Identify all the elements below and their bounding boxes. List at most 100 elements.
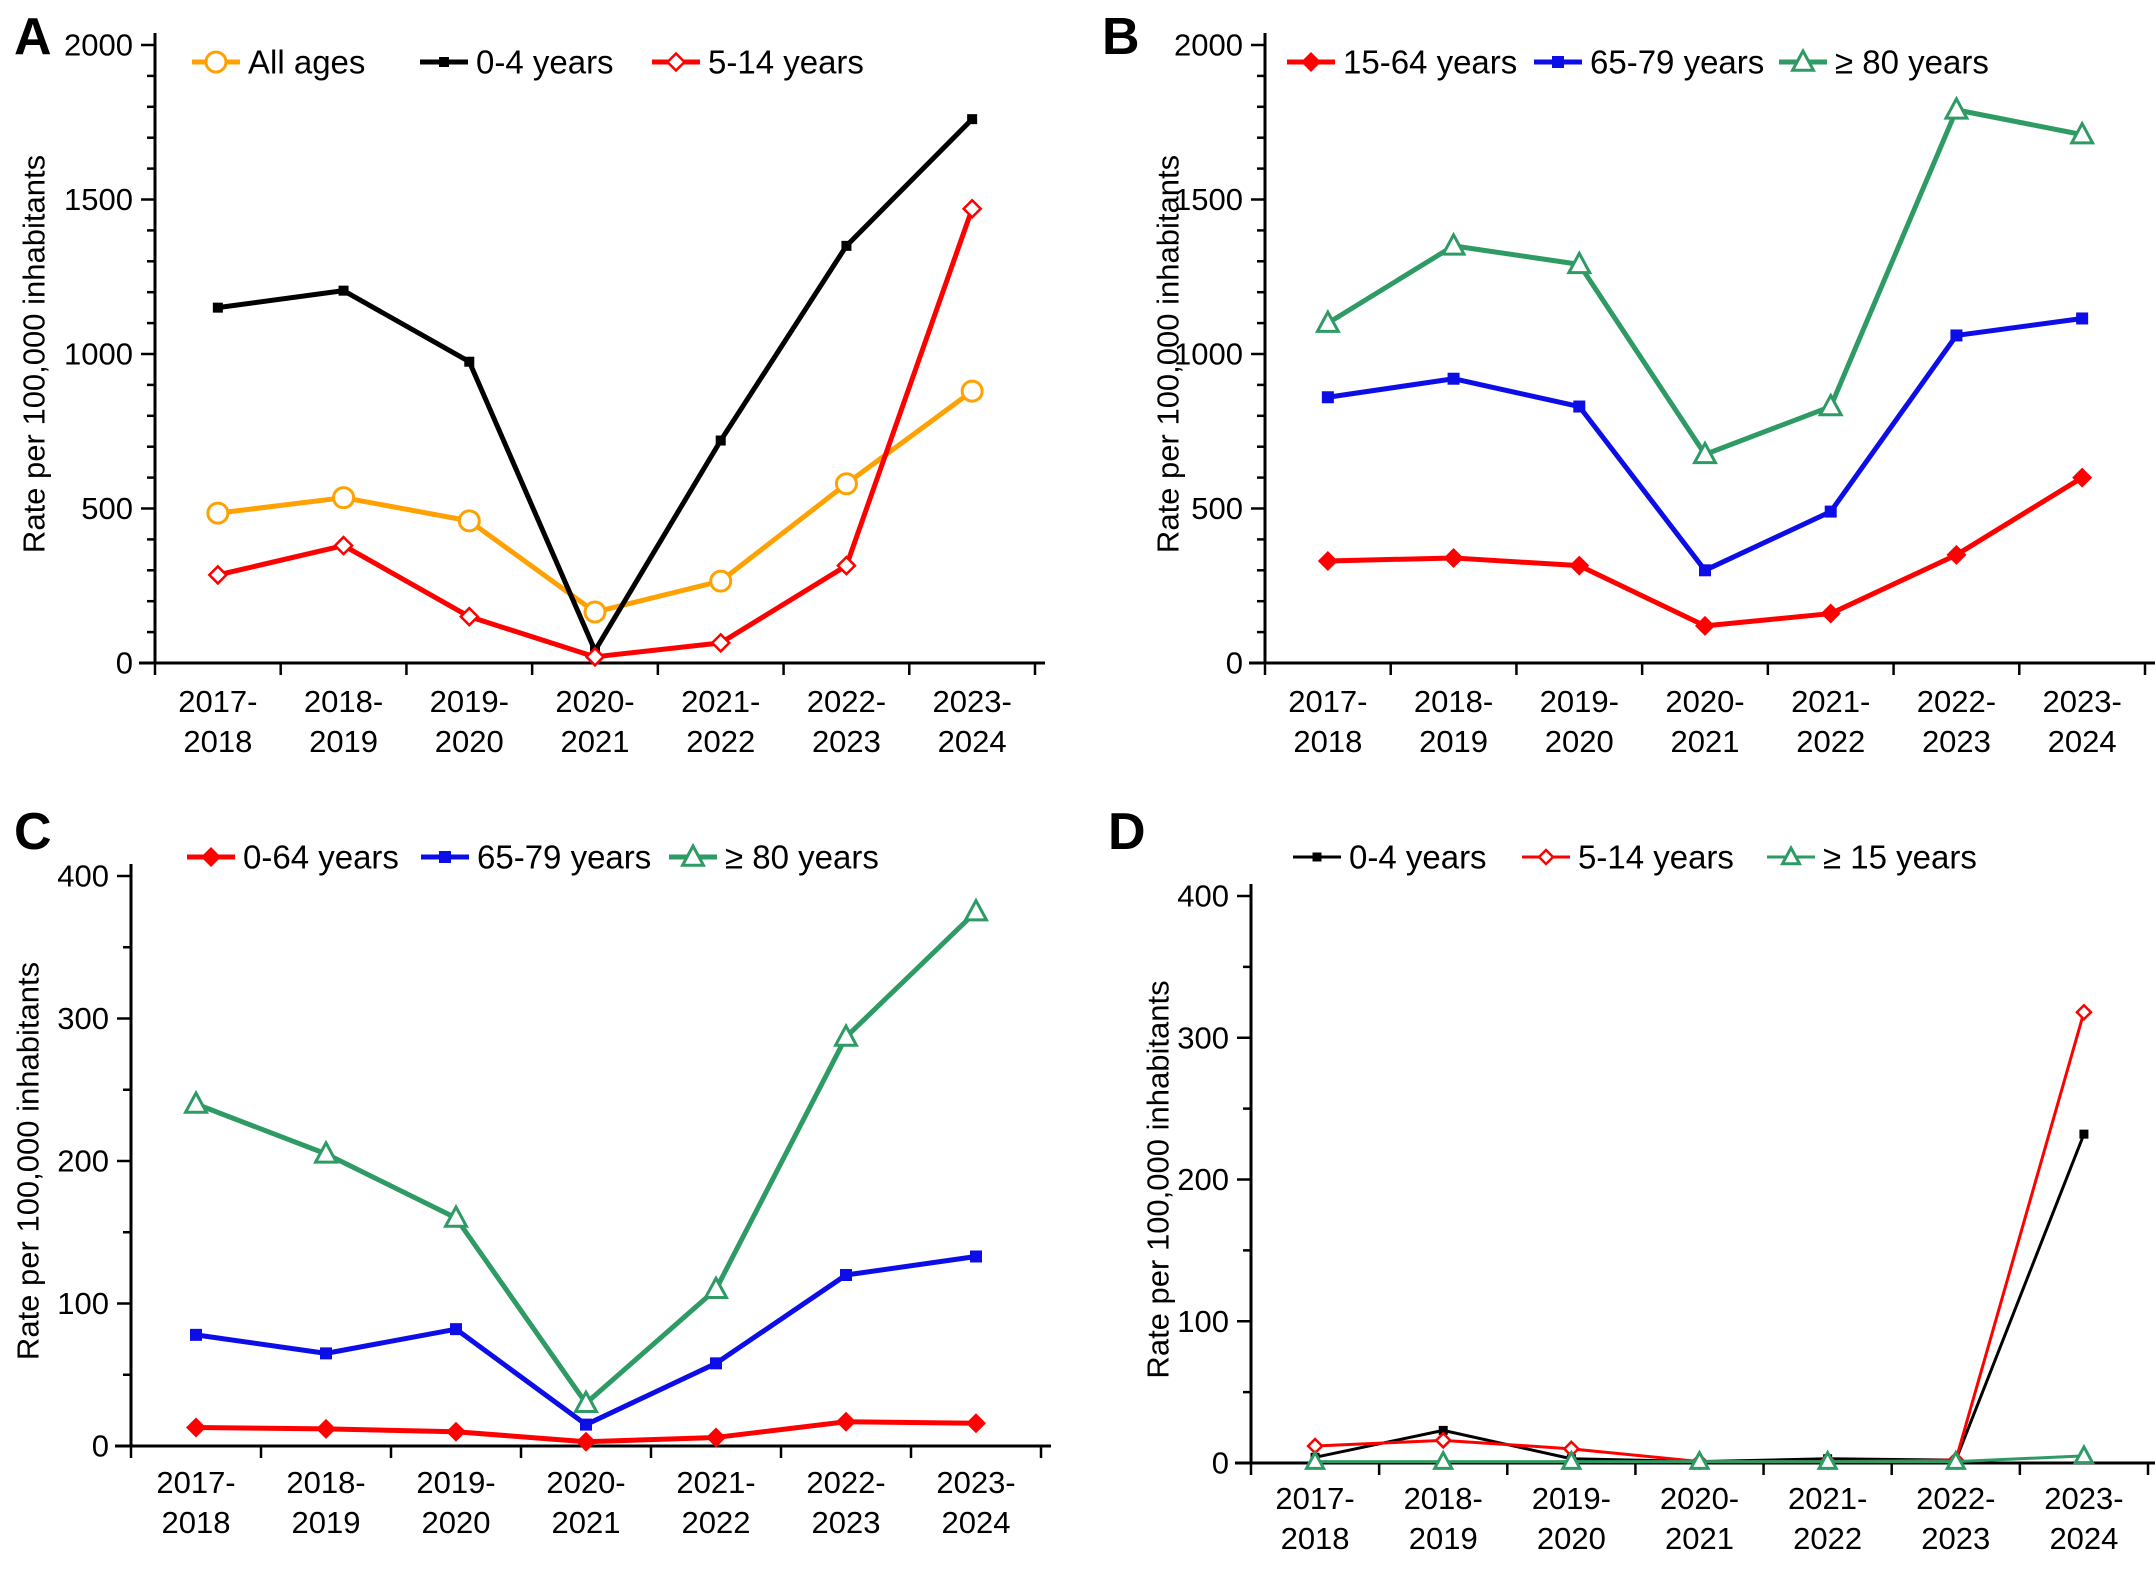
data-point-marker xyxy=(320,1347,332,1360)
x-category-label: 2023-2024 xyxy=(2042,684,2121,759)
series-65-79-years xyxy=(1321,312,2089,577)
x-category-label: 2022-2023 xyxy=(806,1465,885,1540)
data-point-marker xyxy=(186,1417,206,1438)
series-65-79-years xyxy=(190,1250,982,1431)
legend-item: ≥ 80 years xyxy=(1779,44,1989,81)
x-category-label: 2017-2018 xyxy=(1288,684,1367,759)
data-point-marker xyxy=(1434,1431,1452,1450)
data-point-marker xyxy=(836,1411,856,1432)
x-category-label: 2017-2018 xyxy=(156,1465,235,1540)
data-point-marker xyxy=(1573,400,1586,413)
y-tick-label: 100 xyxy=(1177,1304,1229,1339)
data-point-marker xyxy=(1817,392,1844,417)
series-line xyxy=(193,909,979,1406)
legend-item: 0-64 years xyxy=(187,839,399,876)
data-point-marker xyxy=(313,1139,339,1164)
data-point-marker xyxy=(963,897,989,922)
legend-marker-square xyxy=(439,57,449,67)
panel-letter-c: C xyxy=(14,803,52,861)
legend-marker-diamond xyxy=(1301,52,1321,72)
data-point-marker xyxy=(1447,372,1460,385)
series--80-years xyxy=(1314,95,2096,465)
axes xyxy=(1235,884,2155,1465)
legend-item: 65-79 years xyxy=(1534,44,1764,81)
legend: 15-64 years 65-79 years ≥ 80 years xyxy=(1287,44,1989,81)
y-tick-label: 300 xyxy=(1177,1020,1229,1055)
series-line xyxy=(215,116,975,654)
x-category-label: 2021-2022 xyxy=(1788,1481,1867,1556)
data-point-marker xyxy=(2069,120,2096,145)
x-category-label: 2023-2024 xyxy=(2044,1481,2123,1556)
y-tick-label: 0 xyxy=(1226,646,1243,681)
x-category-label: 2020-2021 xyxy=(1660,1481,1739,1556)
x-category-label: 2021-2022 xyxy=(676,1465,755,1540)
y-tick-label: 400 xyxy=(57,859,109,894)
data-point-marker xyxy=(206,501,230,525)
legend: All ages 0-4 years 5-14 years xyxy=(192,44,864,81)
y-axis-title: Rate per 100,000 inhabitants xyxy=(1151,155,1186,553)
series-line xyxy=(1325,475,2085,629)
panel-a-chart: A 0 500 1000 1500 2000 2017-2018 2018-2019 2019… xyxy=(14,8,1045,759)
x-category-label: 2022-2023 xyxy=(807,684,886,759)
series-0-4-years xyxy=(1310,1129,2089,1467)
data-point-marker xyxy=(583,600,607,624)
x-category-label: 2020-2021 xyxy=(555,684,634,759)
legend-label: 65-79 years xyxy=(477,839,651,876)
x-axis-labels: 2017-2018 2018-2019 2019-2020 2020-2021 2021… xyxy=(1275,1481,2123,1556)
x-category-label: 2018-2019 xyxy=(286,1465,365,1540)
x-category-label: 2019-2020 xyxy=(1532,1481,1611,1556)
y-tick-label: 100 xyxy=(57,1286,109,1321)
panel-letter-a: A xyxy=(14,8,52,66)
data-point-marker xyxy=(1438,1425,1448,1435)
legend-item: 5-14 years xyxy=(1522,839,1734,876)
data-point-marker xyxy=(1317,551,1338,572)
data-point-marker xyxy=(715,435,726,446)
x-category-label: 2021-2022 xyxy=(681,684,760,759)
legend-marker-triangle-open xyxy=(1790,47,1816,72)
x-category-label: 2022-2023 xyxy=(1917,684,1996,759)
data-point-marker xyxy=(836,555,857,576)
data-point-marker xyxy=(834,472,858,496)
y-tick-label: 0 xyxy=(116,646,133,681)
y-tick-label: 2000 xyxy=(1174,28,1243,63)
legend-label: 0-4 years xyxy=(476,44,614,81)
series--15-years xyxy=(1304,1443,2095,1470)
legend-item: All ages xyxy=(192,44,365,81)
y-axis-ticks: 0 500 1000 1500 2000 xyxy=(64,28,155,681)
data-point-marker xyxy=(1432,1449,1455,1470)
x-category-label: 2021-2022 xyxy=(1791,684,1870,759)
x-category-label: 2020-2021 xyxy=(546,1465,625,1540)
legend-label: ≥ 80 years xyxy=(725,839,879,876)
data-point-marker xyxy=(338,285,349,296)
legend-item: ≥ 80 years xyxy=(669,839,879,876)
y-tick-label: 400 xyxy=(1177,879,1229,914)
legend-marker-diamond-open xyxy=(1537,848,1555,866)
legend-marker-diamond-open xyxy=(665,51,687,73)
data-point-marker xyxy=(450,1323,462,1336)
legend-item: 5-14 years xyxy=(652,44,864,81)
x-category-label: 2023-2024 xyxy=(932,684,1011,759)
legend: 0-64 years 65-79 years ≥ 80 years xyxy=(187,839,879,876)
series-line xyxy=(215,206,975,660)
y-tick-label: 1000 xyxy=(64,337,133,372)
data-point-marker xyxy=(1944,1449,1967,1470)
legend-label: 15-64 years xyxy=(1343,44,1517,81)
legend-label: 0-4 years xyxy=(1349,839,1487,876)
data-point-marker xyxy=(1569,555,1590,576)
data-point-marker xyxy=(2075,1003,2093,1022)
x-category-label: 2022-2023 xyxy=(1916,1481,1995,1556)
panel-b-chart: B 0 500 1000 1500 2000 2017-2018 2018-2019 2019… xyxy=(1102,8,2155,759)
legend-marker-diamond xyxy=(201,847,221,867)
data-point-marker xyxy=(207,564,229,586)
data-point-marker xyxy=(966,1413,986,1434)
y-tick-label: 500 xyxy=(81,491,133,526)
x-category-label: 2023-2024 xyxy=(936,1465,1015,1540)
x-axis-labels: 2017-2018 2018-2019 2019-2020 2020-2021 2021… xyxy=(1288,684,2122,759)
series-line xyxy=(1313,1010,2086,1464)
legend: 0-4 years 5-14 years ≥ 15 years xyxy=(1293,839,1977,876)
y-tick-label: 1000 xyxy=(1174,337,1243,372)
y-tick-label: 200 xyxy=(1177,1162,1229,1197)
series-line xyxy=(215,388,975,615)
panel-letter-b: B xyxy=(1102,8,1140,66)
data-point-marker xyxy=(1566,250,1593,275)
